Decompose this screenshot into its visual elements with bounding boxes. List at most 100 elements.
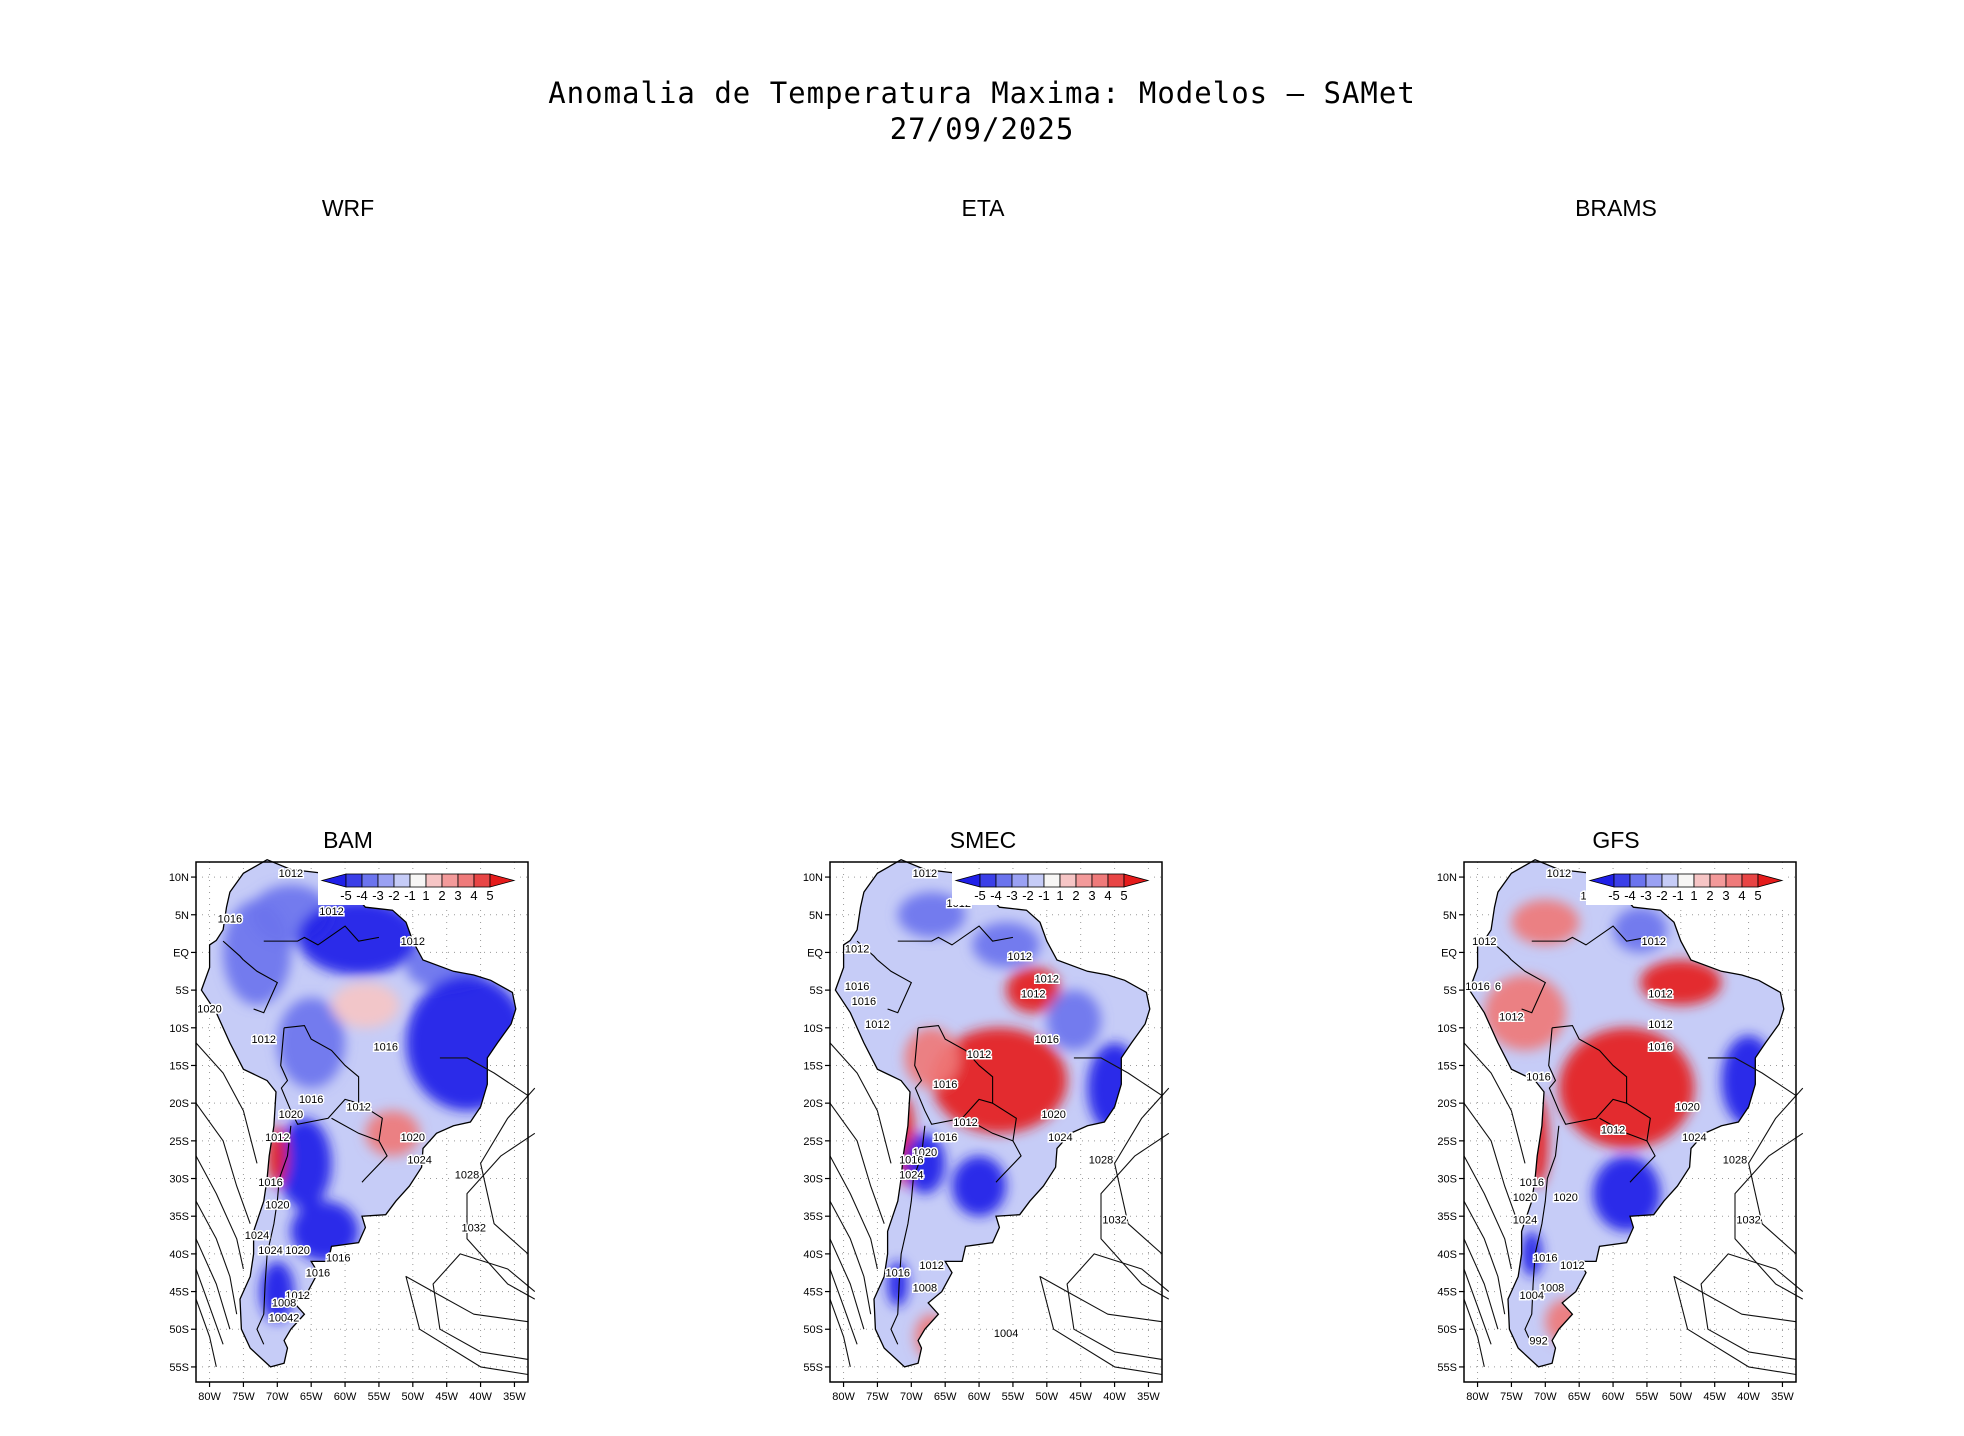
- country-border: [1490, 940, 1512, 961]
- isobar-line: [1073, 1057, 1163, 1097]
- lat-tick-label: 15S: [803, 1060, 823, 1072]
- anomaly-region: [1046, 990, 1102, 1051]
- lat-tick-label: EQ: [1441, 947, 1457, 959]
- isobar-line: [195, 1102, 251, 1224]
- lat-axis: 10N 5N EQ 5S 10S 15S 20S 25S 30S 35S 40S 45S 50S 55S: [803, 872, 830, 1374]
- isobar-label: 1016: [1533, 1252, 1557, 1264]
- lon-tick-label: 40W: [469, 1391, 492, 1403]
- colorbar-swatch: [1011, 873, 1029, 888]
- country-border: [1524, 1125, 1560, 1345]
- lon-tick-label: 45W: [435, 1391, 458, 1403]
- isobar-label: 1024: [1682, 1132, 1706, 1144]
- lon-tick-label: 65W: [934, 1391, 957, 1403]
- isobar-label: 1016: [933, 1079, 957, 1091]
- colorbar-swatch: [1645, 873, 1663, 888]
- lon-tick-label: 60W: [968, 1391, 991, 1403]
- colorbar-label: 5: [1754, 888, 1761, 903]
- colorbar-swatch: [1757, 873, 1784, 888]
- isobar-line: [195, 1298, 217, 1368]
- colorbar-label: 5: [486, 888, 493, 903]
- lat-tick-label: 20S: [1437, 1098, 1457, 1110]
- isobar-label: 1020: [197, 1004, 221, 1016]
- colorbar-label: 2: [438, 888, 445, 903]
- lat-tick-label: 10S: [1437, 1023, 1457, 1035]
- isobar-line: [1114, 1087, 1170, 1255]
- isobar-label: 1012: [279, 868, 303, 880]
- isobar-line: [466, 1132, 536, 1300]
- lat-tick-label: 5N: [1443, 910, 1457, 922]
- isobar-line: [1463, 1268, 1492, 1345]
- isobar-label: 1016: [933, 1132, 957, 1144]
- isobar-label: 1024: [258, 1245, 282, 1257]
- panel-title-eta: ETA: [961, 195, 1005, 221]
- lat-tick-label: 40S: [803, 1249, 823, 1261]
- lat-tick-label: 40S: [169, 1249, 189, 1261]
- map-frame: [195, 861, 529, 1383]
- isobar-label: 1012: [1547, 868, 1571, 880]
- isobar-label: 6: [1495, 981, 1501, 993]
- isobar-line: [1673, 1275, 1797, 1376]
- lat-tick-label: 45S: [803, 1287, 823, 1299]
- isobar-label: 1020: [401, 1132, 425, 1144]
- colorbar-swatch: [1059, 873, 1077, 888]
- isobar-label: 1012: [919, 1260, 943, 1272]
- colorbar-label: -1: [1038, 888, 1050, 903]
- colorbar-label: 4: [470, 888, 477, 903]
- isobar-label: 1020: [1553, 1192, 1577, 1204]
- lon-tick-label: 50W: [1670, 1391, 1693, 1403]
- anomaly-region: [277, 1118, 332, 1209]
- figure-title: Anomalia de Temperatura Maxima: Modelos …: [548, 76, 1416, 110]
- lon-tick-label: 45W: [1703, 1391, 1726, 1403]
- colorbar-label: 1: [422, 888, 429, 903]
- isobar-label: 1024: [407, 1154, 431, 1166]
- coastline: [200, 858, 517, 1368]
- lat-tick-label: 35S: [169, 1211, 189, 1223]
- isobar-line: [1463, 1102, 1519, 1224]
- colorbar-swatch: [1741, 873, 1759, 888]
- isobar-line: [405, 1275, 529, 1376]
- panel-title-smec: SMEC: [949, 827, 1017, 853]
- isobar-label: 1012: [346, 1102, 370, 1114]
- lon-tick-label: 75W: [1500, 1391, 1523, 1403]
- isobar-label: 1012: [1560, 1260, 1584, 1272]
- lat-tick-label: 40S: [1437, 1249, 1457, 1261]
- colorbar-swatch: [1725, 873, 1743, 888]
- isobar-label: 1012: [845, 943, 869, 955]
- isobar-label: 1016: [258, 1177, 282, 1189]
- lat-tick-label: 10S: [803, 1023, 823, 1035]
- isobar-label: 1004: [994, 1328, 1018, 1340]
- colorbar-label: 4: [1738, 888, 1745, 903]
- isobar-label: 10042: [269, 1313, 300, 1325]
- isobar-line: [829, 1268, 858, 1345]
- colorbar-label: 3: [1088, 888, 1095, 903]
- isobar-label: 1012: [967, 1049, 991, 1061]
- isobar-label: 1016: [845, 981, 869, 993]
- lon-tick-label: 70W: [1534, 1391, 1557, 1403]
- isobar-label: 1012: [1648, 1019, 1672, 1031]
- lat-tick-label: 15S: [169, 1060, 189, 1072]
- colorbar-swatch: [441, 873, 459, 888]
- colorbar-label: -2: [1022, 888, 1034, 903]
- country-border: [280, 1027, 359, 1125]
- country-border: [965, 1117, 1014, 1142]
- isobar-line: [1748, 1087, 1804, 1255]
- isobar-line: [195, 1042, 258, 1164]
- lon-tick-label: 60W: [1602, 1391, 1625, 1403]
- isobar-label: 1012: [1641, 936, 1665, 948]
- isobar-label: 1012: [319, 906, 343, 918]
- lat-tick-label: 50S: [169, 1324, 189, 1336]
- lat-tick-label: 25S: [1437, 1136, 1457, 1148]
- colorbar-label: -5: [1608, 888, 1620, 903]
- isobar-line: [1066, 1253, 1170, 1360]
- isobar-line: [480, 1087, 536, 1255]
- isobar-label: 1012: [401, 936, 425, 948]
- isobar-label: 1016: [218, 913, 242, 925]
- map-panel-bam: 1012 1016 1012 1012 1020 1012 1016 1016 1020 1012…: [169, 858, 536, 1403]
- isobar-label: 1020: [1675, 1102, 1699, 1114]
- colorbar-swatch: [1107, 873, 1125, 888]
- colorbar-label: 2: [1072, 888, 1079, 903]
- lat-tick-label: 45S: [1437, 1287, 1457, 1299]
- isobar-label: 1012: [1035, 974, 1059, 986]
- lon-axis: 80W 75W 70W 65W 60W 55W 50W 45W 40W 35W: [832, 1382, 1160, 1403]
- isobar-label: 1016: [1035, 1034, 1059, 1046]
